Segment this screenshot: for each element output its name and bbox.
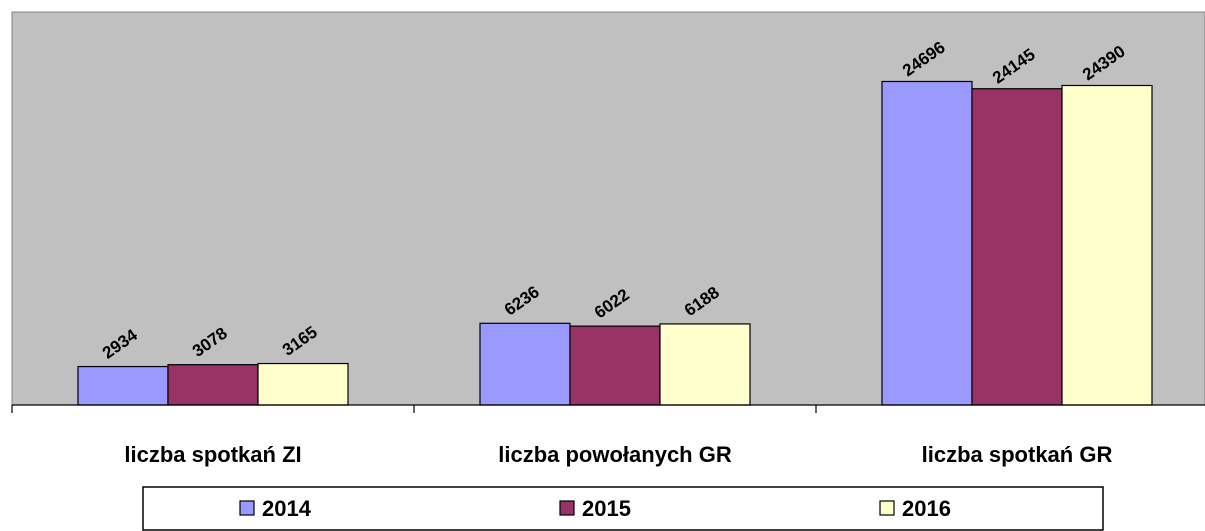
bar bbox=[77, 365, 169, 406]
legend-label: 2016 bbox=[902, 496, 951, 521]
bar bbox=[881, 80, 973, 406]
x-tick-label: liczba spotkań ZI bbox=[124, 442, 301, 467]
bar bbox=[569, 325, 661, 406]
bar bbox=[167, 364, 259, 406]
legend-label: 2015 bbox=[582, 496, 631, 521]
legend bbox=[142, 486, 1104, 531]
bar bbox=[257, 362, 349, 406]
legend-swatch bbox=[559, 500, 575, 516]
legend-swatch bbox=[239, 500, 255, 516]
legend-swatch bbox=[879, 500, 895, 516]
x-tick-label: liczba powołanych GR bbox=[498, 442, 732, 467]
bar bbox=[971, 88, 1063, 406]
bar bbox=[659, 323, 751, 406]
bar bbox=[479, 322, 571, 406]
legend-label: 2014 bbox=[262, 496, 312, 521]
x-tick-label: liczba spotkań GR bbox=[922, 442, 1113, 467]
bar bbox=[1061, 84, 1153, 406]
